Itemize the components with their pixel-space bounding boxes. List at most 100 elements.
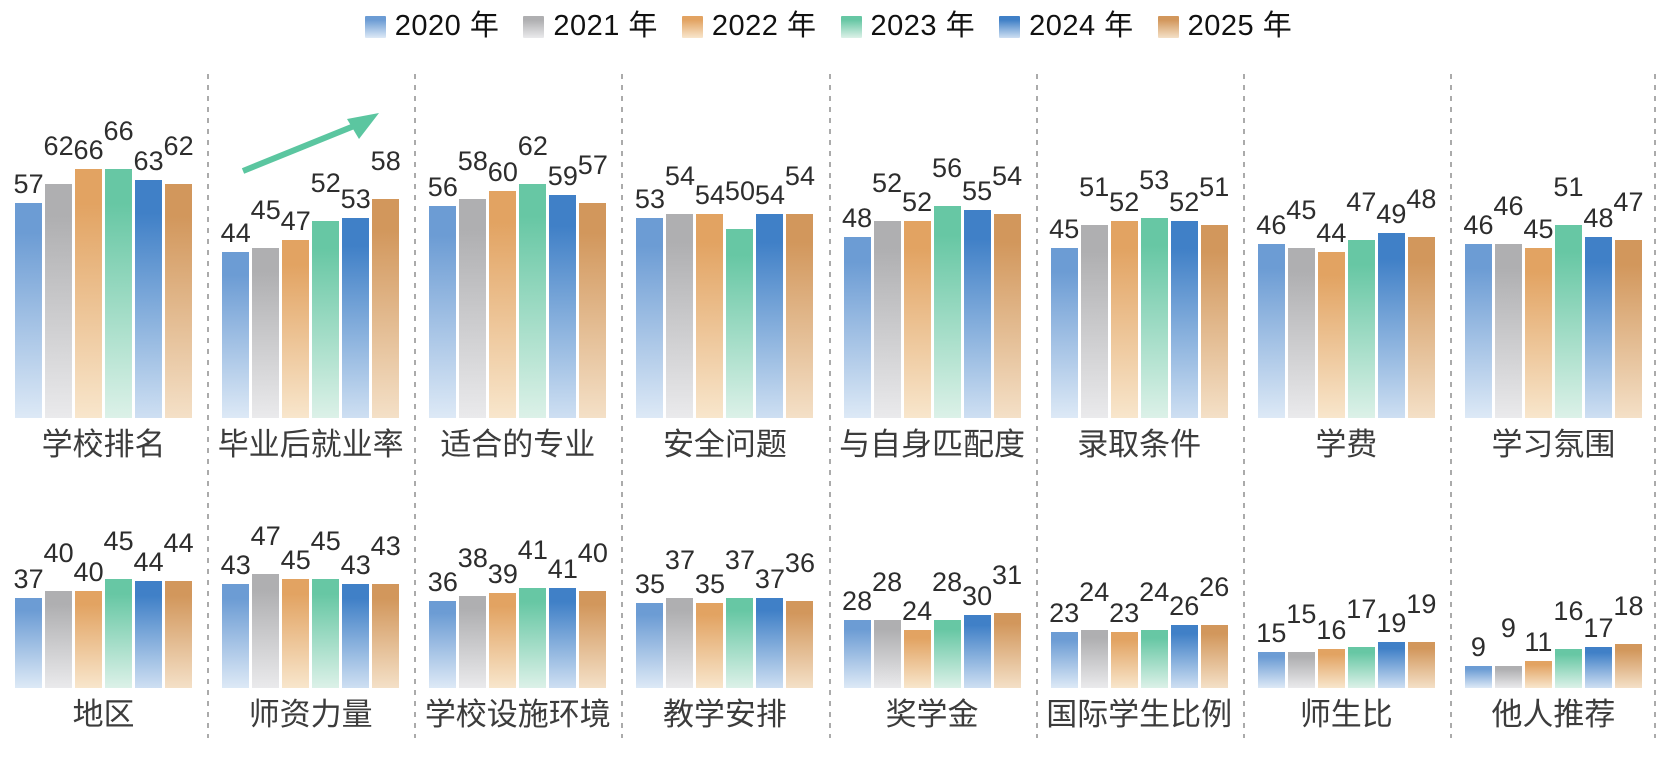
category-label: 教学安排 <box>662 697 787 732</box>
bar-cell: 52 <box>311 170 341 418</box>
bar-cell: 45 <box>104 528 134 688</box>
bar-cell: 57 <box>578 152 608 418</box>
value-label: 62 <box>163 131 194 161</box>
bar-cell: 52 <box>1169 189 1199 418</box>
bar-2020 <box>843 620 871 688</box>
bar-cell: 37 <box>724 545 755 688</box>
value-label: 46 <box>1493 191 1524 221</box>
bar-2024 <box>963 615 991 688</box>
value-label: 19 <box>1376 608 1407 638</box>
bar-2022 <box>75 591 103 688</box>
column-separator <box>621 74 623 738</box>
value-label: 45 <box>1286 195 1317 225</box>
bar-2025 <box>1614 240 1642 418</box>
plot-area: 44 45 47 52 53 58 <box>221 85 401 418</box>
category-label: 地区 <box>72 697 135 732</box>
bar-2022 <box>1110 632 1138 688</box>
bar-2024 <box>342 218 370 418</box>
bar-2022 <box>696 214 724 418</box>
bar-2020 <box>15 203 43 418</box>
bar-cell: 26 <box>1169 593 1199 688</box>
bar-cell: 57 <box>14 171 44 418</box>
value-label: 16 <box>1316 615 1347 645</box>
value-label: 16 <box>1553 596 1584 626</box>
bar-2024 <box>1584 647 1612 688</box>
bar-cell: 52 <box>902 189 932 418</box>
bar-2023 <box>1554 225 1582 418</box>
bar-cell: 60 <box>488 159 518 418</box>
legend-label: 2023 年 <box>870 10 976 42</box>
bar-cell: 56 <box>428 174 458 418</box>
bar-2020 <box>636 218 664 418</box>
bar-group-师生比: 15 15 16 17 19 19 师生比 <box>1243 480 1450 731</box>
bar-2025 <box>165 184 193 418</box>
bar-group-学习氛围: 46 46 45 51 48 47 学习氛围 <box>1450 85 1657 461</box>
plot-area: 53 54 54 50 54 54 <box>635 85 815 418</box>
value-label: 45 <box>1523 214 1554 244</box>
value-label: 23 <box>1049 598 1080 628</box>
value-label: 37 <box>724 545 755 575</box>
value-label: 48 <box>1583 203 1614 233</box>
value-label: 26 <box>1199 572 1230 602</box>
bar-2023 <box>312 221 340 418</box>
value-label: 44 <box>1316 218 1347 248</box>
value-label: 48 <box>1406 184 1437 214</box>
category-label: 师资力量 <box>248 697 373 732</box>
column-separator <box>1036 74 1038 738</box>
bar-cell: 48 <box>842 205 872 418</box>
column-separator <box>829 74 831 738</box>
bar-cell: 37 <box>755 566 785 688</box>
bar-cell: 18 <box>1613 593 1643 688</box>
value-label: 63 <box>133 146 164 176</box>
bar-2020 <box>843 237 871 418</box>
bar-cell: 16 <box>1553 596 1584 688</box>
bar-2021 <box>1080 630 1108 688</box>
legend-swatch-icon <box>681 15 703 38</box>
legend-item-2022: 2022 年 <box>681 12 817 41</box>
value-label: 51 <box>1199 172 1230 202</box>
bar-group-学校设施环境: 36 38 39 41 41 40 学校设施环境 <box>414 480 621 731</box>
bar-2023 <box>1140 218 1168 418</box>
bar-2024 <box>342 584 370 688</box>
bar-cell: 46 <box>1463 212 1493 418</box>
bar-2024 <box>756 598 784 688</box>
bar-cell: 35 <box>635 571 665 688</box>
value-label: 50 <box>724 176 755 206</box>
bar-cell: 36 <box>428 569 458 688</box>
bar-2020 <box>1257 652 1285 688</box>
bar-2023 <box>1140 630 1168 688</box>
bar-2022 <box>75 169 103 418</box>
value-label: 30 <box>962 581 993 611</box>
bar-2023 <box>1347 647 1375 688</box>
bar-cell: 52 <box>872 170 902 418</box>
value-label: 54 <box>664 161 695 191</box>
bar-2025 <box>372 584 400 688</box>
bar-2022 <box>1524 661 1552 688</box>
value-label: 47 <box>1613 187 1644 217</box>
bar-2025 <box>786 601 814 688</box>
bar-cell: 40 <box>578 540 608 688</box>
bar-2025 <box>579 203 607 418</box>
bar-2021 <box>252 574 280 688</box>
bar-cell: 28 <box>872 567 903 688</box>
column-separator <box>414 74 416 738</box>
value-label: 44 <box>163 528 194 558</box>
bar-cell: 44 <box>221 220 251 418</box>
value-label: 24 <box>1079 577 1110 607</box>
bar-cell: 24 <box>1139 579 1169 688</box>
bar-2021 <box>1080 225 1108 418</box>
bar-2024 <box>1377 233 1405 418</box>
value-label: 56 <box>932 153 963 183</box>
bar-group-地区: 37 40 40 45 44 44 地区 <box>0 480 207 732</box>
category-label: 他人推荐 <box>1491 697 1616 732</box>
value-label: 37 <box>13 564 44 594</box>
bar-2020 <box>1464 666 1492 688</box>
category-label: 奖学金 <box>885 697 979 732</box>
bar-cell: 63 <box>133 146 164 418</box>
bar-2023 <box>105 579 133 688</box>
plot-area: 9 9 11 16 17 18 <box>1464 480 1643 688</box>
value-label: 54 <box>754 180 785 210</box>
bar-2025 <box>579 591 607 688</box>
bar-2024 <box>1377 642 1405 688</box>
value-label: 28 <box>872 567 903 597</box>
